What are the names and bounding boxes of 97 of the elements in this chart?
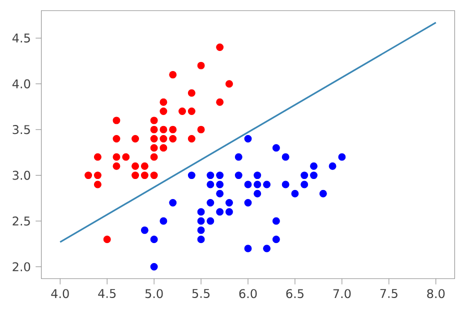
point — [197, 236, 205, 244]
point — [94, 172, 102, 180]
y-tick-label: 3.0 — [12, 170, 30, 180]
point — [150, 263, 158, 271]
point — [244, 244, 252, 252]
point — [112, 116, 120, 124]
point — [216, 190, 224, 198]
x-tick-label: 7.5 — [380, 289, 398, 298]
point — [244, 199, 252, 206]
point — [160, 144, 168, 152]
point — [244, 134, 252, 142]
point — [291, 190, 299, 198]
point — [206, 217, 214, 225]
point — [272, 236, 280, 244]
point — [132, 134, 140, 142]
x-tick-label: 7.0 — [333, 289, 351, 298]
point — [112, 153, 120, 161]
point — [160, 126, 168, 134]
x-tick-label: 4.0 — [51, 289, 69, 298]
x-tick-label: 8.0 — [427, 289, 445, 298]
point — [150, 172, 158, 180]
point — [188, 134, 196, 142]
point — [169, 126, 177, 134]
y-tick-label: 4.0 — [12, 79, 30, 88]
point — [216, 208, 224, 216]
point — [178, 108, 186, 116]
point — [216, 180, 224, 188]
point — [310, 172, 318, 180]
point — [197, 226, 205, 234]
point — [225, 208, 233, 216]
point — [150, 236, 158, 244]
point — [254, 190, 262, 198]
point — [160, 217, 168, 225]
point — [150, 126, 158, 134]
point — [310, 162, 318, 170]
point — [160, 98, 168, 106]
x-tick-label: 6.5 — [286, 289, 304, 298]
point — [206, 172, 214, 180]
point — [160, 134, 168, 142]
point — [234, 172, 242, 180]
x-tick-label: 5.0 — [145, 289, 163, 298]
point — [112, 162, 120, 170]
point — [254, 180, 262, 188]
point — [254, 172, 262, 180]
point — [188, 108, 196, 116]
point — [197, 217, 205, 225]
point — [140, 162, 148, 170]
point — [132, 162, 140, 170]
point — [328, 162, 336, 170]
point — [103, 236, 111, 244]
point — [197, 126, 205, 134]
x-tick-label: 6.0 — [239, 289, 257, 298]
point — [160, 108, 168, 116]
point — [300, 180, 308, 188]
point — [300, 172, 308, 180]
point — [282, 180, 290, 188]
point — [140, 226, 148, 234]
point — [169, 70, 177, 78]
point — [263, 180, 271, 188]
point — [206, 199, 214, 206]
point — [216, 172, 224, 180]
point — [272, 144, 280, 152]
y-tick-label: 4.5 — [12, 34, 30, 43]
point — [150, 134, 158, 142]
point — [282, 153, 290, 161]
point — [140, 172, 148, 180]
point — [188, 172, 196, 180]
point — [197, 62, 205, 70]
y-tick-label: 3.5 — [12, 125, 30, 134]
point — [84, 172, 92, 180]
y-tick-label: 2.5 — [12, 216, 30, 226]
point — [132, 172, 140, 180]
y-tick-label: 2.0 — [12, 262, 30, 272]
point — [225, 199, 233, 206]
point — [150, 153, 158, 161]
point — [216, 44, 224, 51]
point — [112, 134, 120, 142]
point — [188, 89, 196, 97]
point — [122, 153, 130, 161]
point — [169, 134, 177, 142]
point — [216, 98, 224, 106]
x-tick-label: 5.5 — [192, 289, 210, 298]
point — [150, 144, 158, 152]
point — [206, 180, 214, 188]
point — [150, 116, 158, 124]
point — [197, 208, 205, 216]
point — [272, 217, 280, 225]
point — [338, 153, 346, 161]
point — [169, 199, 177, 206]
x-tick-label: 4.5 — [98, 289, 116, 298]
point — [244, 180, 252, 188]
point — [94, 153, 102, 161]
point — [94, 180, 102, 188]
point — [234, 153, 242, 161]
point — [225, 80, 233, 88]
point — [263, 244, 271, 252]
point — [319, 190, 327, 198]
